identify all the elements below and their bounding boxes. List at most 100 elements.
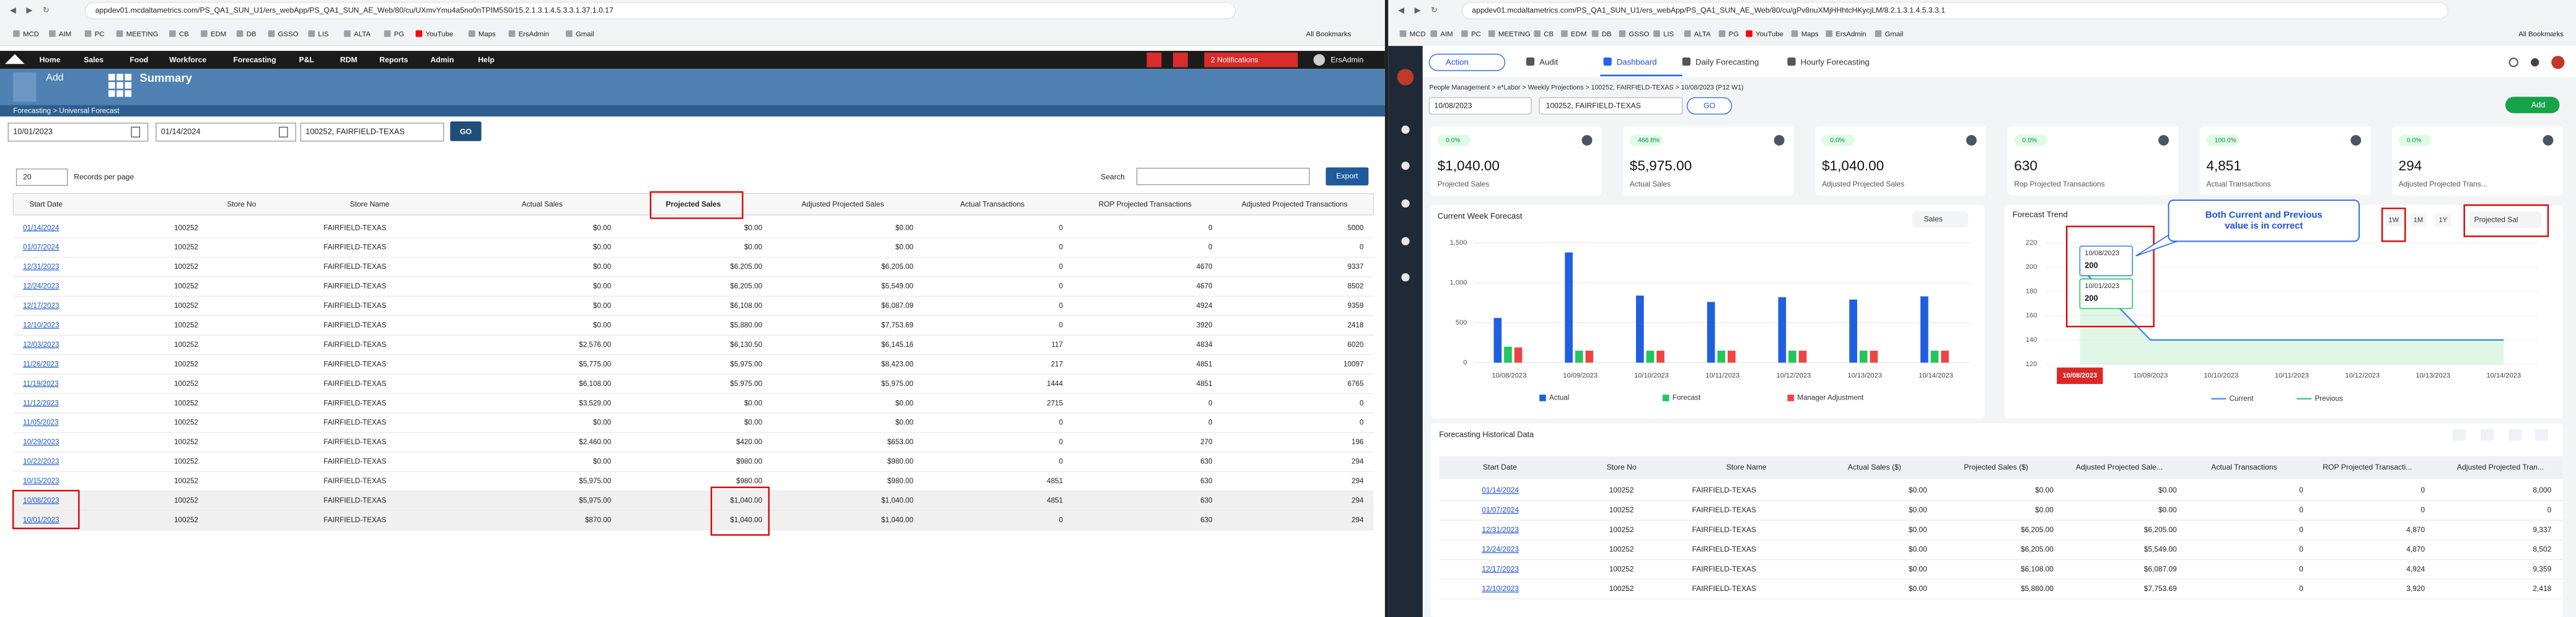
dropdown[interactable] xyxy=(1912,211,1969,227)
go-button[interactable] xyxy=(1687,97,1732,115)
date-input[interactable] xyxy=(156,123,296,142)
bookmark[interactable]: YouTube xyxy=(426,31,454,38)
tab[interactable]: Audit xyxy=(1539,58,1558,67)
info-icon[interactable] xyxy=(1774,135,1785,146)
address-bar[interactable] xyxy=(1461,2,2448,19)
info-icon[interactable] xyxy=(2543,135,2554,146)
nav-item[interactable]: P&L xyxy=(299,56,315,64)
bookmark[interactable]: PC xyxy=(1471,31,1481,38)
info-icon[interactable] xyxy=(2158,135,2169,146)
sidebar-icons[interactable] xyxy=(1401,125,1410,282)
date-link[interactable]: 10/08/2023 xyxy=(23,496,59,504)
tab[interactable]: Dashboard xyxy=(1617,58,1657,67)
avatar[interactable] xyxy=(2551,56,2565,69)
user-name[interactable]: ErsAdmin xyxy=(1330,56,1363,64)
tab[interactable]: Hourly Forecasting xyxy=(1801,58,1870,67)
date-link[interactable]: 01/07/2024 xyxy=(1482,505,1519,514)
notifications[interactable]: 2 Notifications xyxy=(1211,56,1259,64)
all-bookmarks[interactable]: All Bookmarks xyxy=(2518,31,2564,38)
nav-button[interactable]: ▶ xyxy=(26,6,32,15)
info-icon[interactable] xyxy=(1581,135,1593,146)
bookmark[interactable]: YouTube xyxy=(1756,31,1783,38)
tab[interactable]: Daily Forecasting xyxy=(1695,58,1759,67)
nav-item[interactable]: Sales xyxy=(84,56,103,64)
bookmark[interactable]: PG xyxy=(394,31,404,38)
nav-item[interactable]: Help xyxy=(478,56,494,64)
bookmark[interactable]: DB xyxy=(247,31,257,38)
nav-button[interactable]: ◀ xyxy=(10,6,16,15)
date-link[interactable]: 01/07/2024 xyxy=(23,243,59,252)
table-tool[interactable] xyxy=(2508,429,2522,441)
bell-icon[interactable] xyxy=(2531,58,2539,67)
bookmark[interactable]: Maps xyxy=(1801,31,1819,38)
table-tool[interactable] xyxy=(2481,429,2494,441)
nav-item[interactable]: Food xyxy=(130,56,148,64)
bookmark[interactable]: MEETING xyxy=(1498,31,1531,38)
tab[interactable]: Action xyxy=(1446,58,1469,67)
range-button[interactable] xyxy=(2410,213,2427,227)
store-input[interactable] xyxy=(300,123,444,142)
date-link[interactable]: 12/03/2023 xyxy=(23,341,59,349)
export-button[interactable] xyxy=(1325,167,1369,186)
date-link[interactable]: 10/29/2023 xyxy=(23,438,59,446)
add-button[interactable] xyxy=(2505,97,2560,113)
bookmark[interactable]: Gmail xyxy=(1885,31,1904,38)
bookmark[interactable]: GSSO xyxy=(1629,31,1650,38)
nav-item[interactable]: Reports xyxy=(379,56,408,64)
search-input[interactable] xyxy=(1136,167,1310,185)
bookmark[interactable]: CB xyxy=(1544,31,1554,38)
bookmark[interactable]: DB xyxy=(1602,31,1612,38)
notification-badge[interactable] xyxy=(1204,52,1298,68)
nav-item[interactable]: Home xyxy=(40,56,61,64)
nav-item[interactable]: RDM xyxy=(340,56,358,64)
date-link[interactable]: 12/31/2023 xyxy=(23,263,59,271)
table-tool[interactable] xyxy=(2534,429,2548,441)
bookmark[interactable]: ErsAdmin xyxy=(1835,31,1866,38)
page-size[interactable] xyxy=(15,168,68,186)
bookmark[interactable]: PG xyxy=(1729,31,1739,38)
bookmark[interactable]: LIS xyxy=(1663,31,1674,38)
search-icon[interactable] xyxy=(1146,52,1162,68)
date-link[interactable]: 11/19/2023 xyxy=(23,380,59,388)
nav-item[interactable]: Forecasting xyxy=(233,56,276,64)
date-link[interactable]: 11/05/2023 xyxy=(23,419,59,427)
bookmark[interactable]: MEETING xyxy=(126,31,159,38)
date-link[interactable]: 01/14/2024 xyxy=(1482,486,1519,494)
table-tool[interactable] xyxy=(2453,429,2466,441)
summary-button[interactable]: Summary xyxy=(139,71,192,84)
bookmark[interactable]: MCD xyxy=(1410,31,1426,38)
bookmark[interactable]: Maps xyxy=(478,31,496,38)
bookmark[interactable]: Gmail xyxy=(576,31,594,38)
date-link[interactable]: 12/31/2023 xyxy=(1482,525,1519,534)
go-button[interactable] xyxy=(450,121,481,141)
bookmark[interactable]: ErsAdmin xyxy=(519,31,549,38)
date-link[interactable]: 11/26/2023 xyxy=(23,360,59,368)
bookmark[interactable]: PC xyxy=(95,31,105,38)
date-link[interactable]: 12/17/2023 xyxy=(23,302,59,310)
nav-item[interactable]: Admin xyxy=(431,56,454,64)
action-button[interactable] xyxy=(1428,53,1506,71)
bookmark[interactable]: LIS xyxy=(318,31,328,38)
range-button[interactable] xyxy=(2435,213,2451,227)
nav-item[interactable]: Workforce xyxy=(169,56,206,64)
date-link[interactable]: 12/24/2023 xyxy=(23,282,59,291)
date-link[interactable]: 12/10/2023 xyxy=(23,321,59,329)
store-select[interactable] xyxy=(1539,97,1683,115)
date-link[interactable]: 10/15/2023 xyxy=(23,477,59,485)
info-icon[interactable] xyxy=(1966,135,1977,146)
date-input[interactable] xyxy=(1428,97,1532,115)
nav-button[interactable]: ▶ xyxy=(1415,6,1421,15)
date-link[interactable]: 11/12/2023 xyxy=(23,399,59,407)
bookmark[interactable]: EDM xyxy=(211,31,226,38)
date-link[interactable]: 12/17/2023 xyxy=(1482,564,1519,573)
info-icon[interactable] xyxy=(2350,135,2362,146)
date-link[interactable]: 12/10/2023 xyxy=(1482,584,1519,593)
add-button[interactable]: Add xyxy=(46,72,63,83)
url[interactable]: appdev01.mcdaltametrics.com/PS_QA1_SUN_U… xyxy=(95,6,613,14)
bookmark[interactable]: ALTA xyxy=(354,31,371,38)
date-link[interactable]: 10/22/2023 xyxy=(23,458,59,466)
bookmark[interactable]: EDM xyxy=(1571,31,1586,38)
date-link[interactable]: 10/01/2023 xyxy=(23,516,59,524)
all-bookmarks[interactable]: All Bookmarks xyxy=(1306,31,1352,38)
bookmark[interactable]: ALTA xyxy=(1694,31,1711,38)
